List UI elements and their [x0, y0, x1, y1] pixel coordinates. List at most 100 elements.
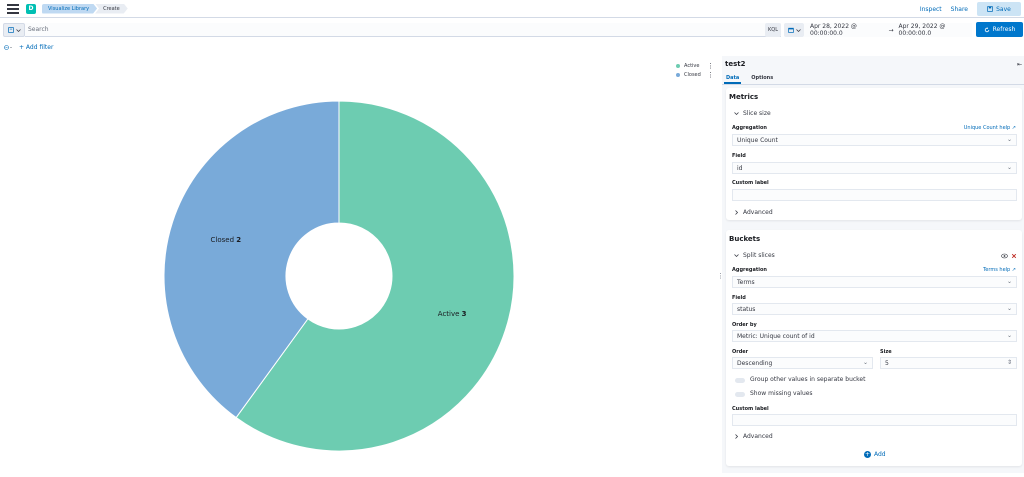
collapse-sidebar-icon[interactable]: ⇤ — [1016, 61, 1022, 68]
saved-query-icon — [7, 27, 14, 33]
chevron-down-icon — [15, 28, 21, 32]
split-slices-label: Split slices — [743, 252, 775, 259]
resize-handle-icon[interactable]: ⋮ — [717, 272, 724, 280]
top-nav-bar: D Visualize Library Create Inspect Share… — [0, 0, 1024, 18]
chevron-right-icon — [735, 434, 739, 439]
saved-query-menu[interactable] — [3, 23, 25, 37]
field-select[interactable]: id ⌄ — [732, 162, 1017, 174]
eye-icon[interactable] — [1001, 253, 1008, 259]
chevron-down-icon — [734, 254, 739, 258]
buckets-heading: Buckets — [729, 235, 761, 243]
advanced-toggle[interactable]: Advanced — [734, 209, 773, 216]
save-button[interactable]: Save — [977, 2, 1021, 16]
refresh-label: Refresh — [992, 26, 1016, 33]
chevron-down-icon — [795, 28, 801, 32]
refresh-icon — [984, 26, 989, 32]
quick-date-menu[interactable] — [784, 23, 804, 37]
add-bucket-button[interactable]: + Add — [864, 451, 886, 458]
space-avatar[interactable]: D — [26, 3, 36, 14]
order-by-select[interactable]: Metric: Unique count of id ⌄ — [732, 330, 1017, 342]
aggregation-select[interactable]: Unique Count ⌄ — [732, 134, 1017, 146]
chevron-down-icon: ⌄ — [1006, 332, 1012, 339]
legend-label: Active — [684, 62, 700, 69]
size-input[interactable]: 5 ⇕ — [880, 357, 1017, 369]
aggregation-label: Aggregation — [732, 267, 767, 273]
custom-label-label: Custom label — [732, 406, 769, 412]
pie-slice-active[interactable] — [235, 100, 515, 452]
end-date[interactable]: Apr 29, 2022 @ 00:00:00.0 — [898, 23, 946, 37]
tab-options[interactable]: Options — [751, 75, 774, 81]
date-range: Apr 28, 2022 @ 00:00:00.0 → Apr 29, 2022… — [804, 23, 972, 37]
terms-help-link[interactable]: Terms help ↗ — [983, 267, 1016, 273]
aggregation-select[interactable]: Terms ⌄ — [732, 276, 1017, 288]
tab-data[interactable]: Data — [724, 73, 742, 84]
legend-item-active[interactable]: Active ⋮ — [676, 61, 721, 70]
arrow-icon: → — [888, 26, 894, 34]
split-slices-accordion[interactable]: Split slices — [734, 252, 775, 259]
custom-label-input[interactable] — [732, 414, 1017, 426]
legend-options-icon[interactable]: ⋮ — [707, 61, 714, 70]
share-link[interactable]: Share — [950, 5, 968, 13]
calendar-icon — [787, 27, 794, 33]
field-select[interactable]: status ⌄ — [732, 303, 1017, 315]
pie-chart-area: Active 3 Closed 2 — [0, 56, 720, 473]
custom-label-label: Custom label — [732, 180, 769, 186]
save-icon — [987, 6, 993, 12]
save-label: Save — [996, 5, 1011, 13]
field-label: Field — [732, 153, 746, 159]
metrics-section: Metrics Slice size Aggregation Unique Co… — [726, 88, 1022, 220]
breadcrumb-visualize-library[interactable]: Visualize Library — [42, 4, 97, 14]
chart-legend: Active ⋮ Closed ⋮ — [676, 61, 721, 79]
custom-label-input[interactable] — [732, 189, 1017, 201]
legend-color-active — [676, 63, 680, 68]
pie-slice-closed[interactable] — [163, 100, 340, 419]
editor-tabs: Data Options — [722, 73, 1024, 85]
pie-slice-label-closed: Closed 2 — [211, 236, 242, 244]
chevron-down-icon: ⌄ — [862, 359, 868, 366]
visualization-title: test2 — [725, 60, 746, 68]
filter-options-icon[interactable] — [4, 44, 13, 51]
start-date[interactable]: Apr 28, 2022 @ 00:00:00.0 — [810, 23, 857, 37]
chevron-down-icon: ⌄ — [1006, 136, 1012, 143]
menu-icon[interactable] — [7, 3, 19, 14]
refresh-button[interactable]: Refresh — [976, 22, 1023, 37]
top-actions: Inspect Share Save — [920, 0, 1024, 18]
legend-options-icon[interactable]: ⋮ — [707, 70, 714, 79]
add-label: Add — [874, 451, 886, 458]
order-label: Order — [732, 349, 749, 355]
inspect-link[interactable]: Inspect — [919, 5, 942, 13]
remove-icon[interactable] — [1011, 253, 1017, 259]
buckets-section: Buckets Split slices Aggregation Terms h… — [726, 230, 1022, 466]
breadcrumb-create: Create — [95, 4, 128, 14]
field-label: Field — [732, 295, 746, 301]
aggregation-label: Aggregation — [732, 125, 767, 131]
pie-chart: Active 3 Closed 2 — [163, 100, 515, 452]
breadcrumb: Visualize Library Create — [42, 4, 128, 14]
search-input[interactable]: Search — [25, 23, 781, 37]
order-select[interactable]: Descending ⌄ — [732, 357, 873, 369]
size-label: Size — [880, 349, 892, 355]
group-other-label: Group other values in separate bucket — [750, 376, 866, 383]
chevron-down-icon: ⌄ — [1006, 164, 1012, 171]
chevron-down-icon — [734, 112, 739, 116]
show-missing-label: Show missing values — [750, 390, 813, 397]
show-missing-toggle[interactable] — [735, 392, 745, 397]
advanced-toggle[interactable]: Advanced — [734, 433, 773, 440]
advanced-label: Advanced — [743, 209, 773, 216]
order-by-label: Order by — [732, 322, 757, 328]
metrics-heading: Metrics — [729, 93, 759, 101]
legend-item-closed[interactable]: Closed ⋮ — [676, 70, 721, 79]
editor-sidebar: test2 ⇤ Data Options Metrics Slice size … — [722, 56, 1024, 473]
add-filter-button[interactable]: + Add filter — [19, 43, 54, 51]
stepper-icon[interactable]: ⇕ — [1006, 359, 1012, 366]
filter-bar: + Add filter — [0, 41, 720, 53]
chevron-down-icon: ⌄ — [1006, 305, 1012, 312]
legend-label: Closed — [684, 71, 701, 78]
plus-icon: + — [864, 450, 871, 458]
group-other-toggle[interactable] — [735, 378, 745, 383]
slice-size-label: Slice size — [743, 110, 771, 117]
slice-size-accordion[interactable]: Slice size — [734, 110, 771, 117]
unique-count-help-link[interactable]: Unique Count help ↗ — [963, 125, 1016, 131]
kql-toggle[interactable]: KQL — [765, 23, 781, 37]
advanced-label: Advanced — [743, 433, 773, 440]
